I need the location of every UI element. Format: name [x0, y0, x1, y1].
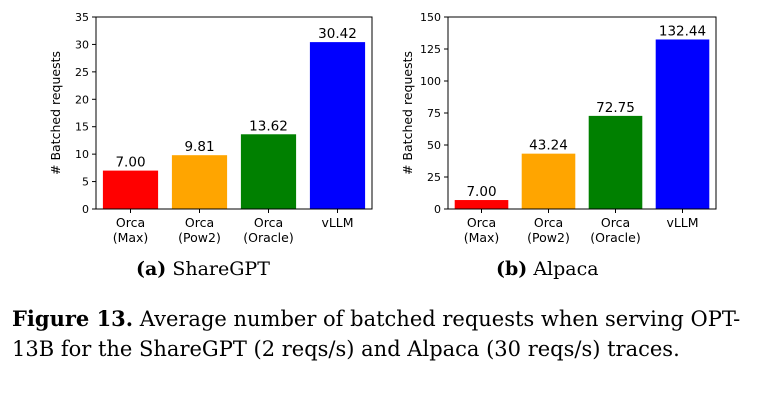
alpaca-category-label-1-0: Orca — [534, 215, 563, 230]
sharegpt-bar-1 — [171, 155, 228, 209]
alpaca-bar-2 — [588, 115, 643, 209]
subcaption-sharegpt: (a) ShareGPT — [136, 258, 270, 280]
alpaca-category-label-0-0: Orca — [467, 215, 496, 230]
alpaca-plot-frame — [447, 16, 717, 210]
sharegpt-bar-2 — [240, 134, 297, 209]
alpaca-y-tick-label-1: 25 — [427, 171, 441, 184]
alpaca-y-tick-label-2: 50 — [427, 139, 441, 152]
sharegpt-category-label-2-1: (Oracle) — [243, 230, 293, 245]
alpaca-y-tick-label-5: 125 — [420, 43, 441, 56]
alpaca-y-tick-label-4: 100 — [420, 75, 441, 88]
alpaca-category-label-1-1: (Pow2) — [527, 230, 570, 245]
alpaca-category-label-2-0: Orca — [601, 215, 630, 230]
subcaption-alpaca-label: (b) — [496, 258, 528, 280]
sharegpt-category-label-0-0: Orca — [116, 215, 145, 230]
sharegpt-value-label-0: 7.00 — [115, 155, 145, 171]
alpaca-y-tick-label-3: 75 — [427, 107, 441, 120]
sharegpt-category-label-0-1: (Max) — [113, 230, 149, 245]
alpaca-value-label-0: 7.00 — [466, 184, 496, 200]
sharegpt-value-label-2: 13.62 — [249, 118, 288, 134]
alpaca-bar-0 — [454, 200, 509, 209]
sharegpt-y-tick-label-1: 5 — [82, 176, 89, 189]
sharegpt-category-label-1-1: (Pow2) — [178, 230, 221, 245]
figure-caption: Figure 13. Average number of batched req… — [12, 304, 760, 364]
sharegpt-y-axis-label: # Batched requests — [48, 51, 63, 175]
subcaption-alpaca: (b) Alpaca — [496, 258, 599, 280]
sharegpt-category-label-1-0: Orca — [185, 215, 214, 230]
sharegpt-bar-3 — [309, 42, 366, 210]
alpaca-y-axis-label: # Batched requests — [400, 51, 415, 175]
alpaca-category-label-0-1: (Max) — [464, 230, 500, 245]
sharegpt-value-label-3: 30.42 — [318, 26, 357, 42]
alpaca-bar-3 — [655, 39, 710, 210]
sharegpt-y-tick-label-7: 35 — [75, 11, 89, 24]
sharegpt-y-tick-label-5: 25 — [75, 66, 89, 79]
sharegpt-y-tick-label-0: 0 — [82, 203, 89, 216]
sharegpt-category-label-3-0: vLLM — [321, 215, 353, 230]
alpaca-value-label-3: 132.44 — [659, 23, 706, 39]
subcaption-sharegpt-label: (a) — [136, 258, 167, 280]
sharegpt-bar-0 — [102, 170, 159, 209]
alpaca-y-tick-label-0: 0 — [434, 203, 441, 216]
alpaca-category-label-2-1: (Oracle) — [590, 230, 640, 245]
subcaption-alpaca-text: Alpaca — [533, 258, 599, 280]
subcaption-sharegpt-text: ShareGPT — [172, 258, 270, 280]
sharegpt-category-label-2-0: Orca — [254, 215, 283, 230]
alpaca-category-label-3-0: vLLM — [666, 215, 698, 230]
alpaca-bar-1 — [521, 153, 576, 209]
figure-caption-label: Figure 13. — [12, 306, 134, 331]
charts-svg: 7.00Orca(Max)9.81Orca(Pow2)13.62Orca(Ora… — [48, 11, 717, 245]
sharegpt-y-tick-label-3: 15 — [75, 121, 89, 134]
figure-caption-text: Average number of batched requests when … — [12, 307, 741, 361]
sharegpt-y-tick-label-6: 30 — [75, 38, 89, 51]
sharegpt-y-tick-label-4: 20 — [75, 93, 89, 106]
alpaca-value-label-1: 43.24 — [529, 138, 568, 154]
alpaca-value-label-2: 72.75 — [596, 100, 635, 116]
alpaca-y-tick-label-6: 150 — [420, 11, 441, 24]
sharegpt-plot-frame — [95, 16, 373, 210]
sharegpt-y-tick-label-2: 10 — [75, 148, 89, 161]
sharegpt-value-label-1: 9.81 — [184, 139, 214, 155]
